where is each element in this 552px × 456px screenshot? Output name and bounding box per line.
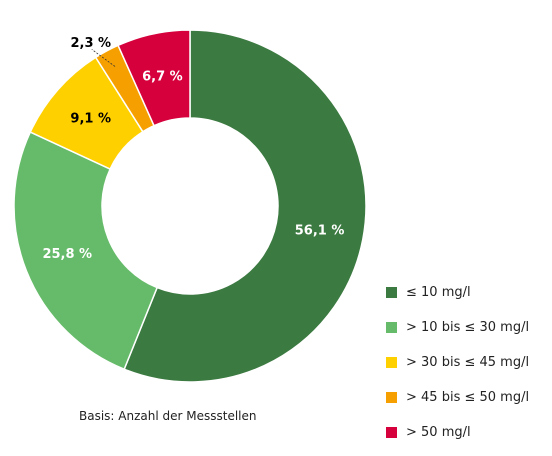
slice-label-gt-10-le-30: 25,8 % (42, 247, 92, 262)
legend-label: > 50 mg/l (406, 424, 471, 440)
legend-label: > 45 bis ≤ 50 mg/l (406, 389, 530, 405)
legend-item-le-10: ≤ 10 mg/l (386, 281, 552, 303)
leader-line-gt-45-le-50 (91, 49, 116, 67)
slice-le-10 (123, 29, 367, 383)
slice-label-le-10: 56,1 % (295, 224, 345, 239)
legend-swatch (386, 286, 397, 298)
slice-label-gt-30-le-45: 9,1 % (70, 112, 111, 127)
legend-item-gt-45-le-50: > 45 bis ≤ 50 mg/l (386, 386, 552, 408)
slice-label-gt-45-le-50: 2,3 % (70, 36, 111, 51)
legend-label: > 30 bis ≤ 45 mg/l (406, 354, 530, 370)
slice-gt-10-le-30 (13, 131, 159, 371)
donut-chart: 56,1 % 25,8 % 9,1 % 2,3 % 6,7 % (13, 29, 367, 383)
donut-slices (13, 29, 367, 383)
slice-label-gt-50: 6,7 % (142, 69, 183, 84)
slice-gt-50 (117, 29, 191, 127)
legend-item-gt-30-le-45: > 30 bis ≤ 45 mg/l (386, 351, 552, 373)
legend-label: > 10 bis ≤ 30 mg/l (406, 319, 530, 335)
legend-item-gt-10-le-30: > 10 bis ≤ 30 mg/l (386, 316, 552, 338)
legend-swatch (386, 391, 397, 403)
legend-label: ≤ 10 mg/l (406, 284, 471, 300)
legend-swatch (386, 321, 397, 333)
legend-swatch (386, 356, 397, 368)
chart-legend: ≤ 10 mg/l > 10 bis ≤ 30 mg/l > 30 bis ≤ 45… (386, 281, 552, 456)
slice-labels: 56,1 % 25,8 % 9,1 % 2,3 % 6,7 % (42, 36, 344, 262)
footnote: Basis: Anzahl der Messstellen (79, 409, 257, 423)
legend-item-gt-50: > 50 mg/l (386, 421, 552, 443)
legend-swatch (386, 426, 397, 438)
